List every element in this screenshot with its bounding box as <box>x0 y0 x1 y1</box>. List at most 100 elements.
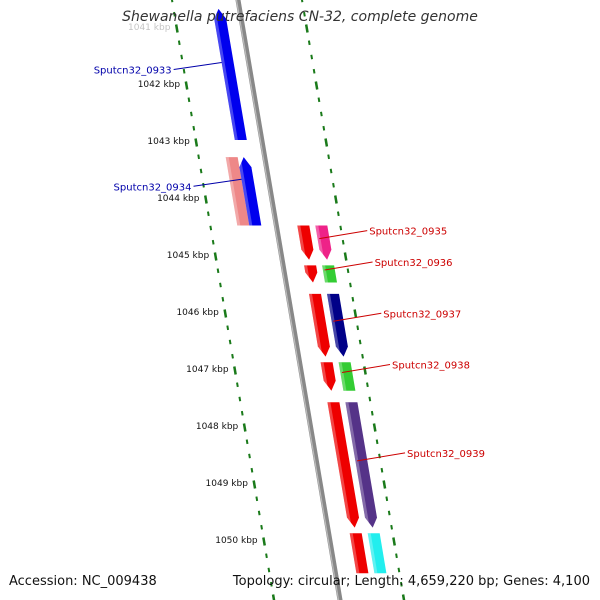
inner-tick-mark <box>174 24 179 33</box>
gene-label-text: Sputcn32_0936 <box>375 258 453 269</box>
inner-tick-mark <box>184 81 189 90</box>
scale-label-1048: 1048 kbp <box>196 422 239 432</box>
outer-tick-mark <box>361 353 364 359</box>
feature-13[interactable] <box>212 8 247 141</box>
outer-tick-mark <box>370 410 374 416</box>
feature-7[interactable] <box>320 362 336 391</box>
feature-shape <box>315 225 332 260</box>
outer-tick-mark <box>307 40 311 46</box>
gene-label-Sputcn32_0934[interactable]: Sputcn32_0934 <box>114 178 242 193</box>
feature-1[interactable] <box>297 225 314 260</box>
outer-tick-mark <box>380 467 384 473</box>
feature-highlight <box>225 157 241 226</box>
feature-3[interactable] <box>304 265 318 283</box>
feature-shape <box>309 293 330 357</box>
outer-tick-mark <box>392 537 396 546</box>
outer-tick-mark <box>312 68 316 74</box>
scale-label-1049: 1049 kbp <box>206 479 249 489</box>
gene-label-Sputcn32_0939[interactable]: Sputcn32_0939 <box>356 449 485 462</box>
inner-tick-mark <box>252 480 257 489</box>
scale-label-1042: 1042 kbp <box>138 80 181 90</box>
outer-tick-mark <box>317 97 321 103</box>
outer-tick-mark <box>382 480 387 489</box>
outer-tick-mark <box>353 309 358 318</box>
outer-tick-mark <box>300 0 304 3</box>
outer-tick-mark <box>320 111 323 117</box>
tick-rings <box>170 0 406 600</box>
outer-tick-mark <box>399 581 403 587</box>
outer-tick-mark <box>324 138 329 147</box>
gene-label-text: Sputcn32_0933 <box>94 65 172 76</box>
inner-tick-mark <box>240 410 244 416</box>
feature-highlight <box>297 225 307 260</box>
outer-tick-mark <box>368 396 372 402</box>
feature-14[interactable] <box>237 157 262 226</box>
label-leader-line <box>173 61 222 70</box>
outer-tick-mark <box>339 225 343 231</box>
label-leader-line <box>193 178 242 187</box>
inner-tick-mark <box>206 211 210 217</box>
inner-tick-mark <box>221 296 225 302</box>
inner-tick-mark <box>223 309 228 318</box>
gene-label-Sputcn32_0933[interactable]: Sputcn32_0933 <box>94 61 222 76</box>
inner-tick-mark <box>197 154 201 160</box>
scale-label-1050: 1050 kbp <box>215 536 258 546</box>
feature-shape <box>297 225 314 260</box>
outer-tick-mark <box>322 125 326 131</box>
outer-tick-mark <box>346 268 350 274</box>
feature-8[interactable] <box>338 362 356 391</box>
feature-10[interactable] <box>345 402 377 528</box>
inner-tick-mark <box>267 567 271 573</box>
scale-labels: 1041 kbp 1042 kbp 1043 kbp 1044 kbp 1045 kbp… <box>128 23 258 546</box>
outer-tick-mark <box>397 567 401 573</box>
outer-tick-mark <box>304 24 309 33</box>
inner-tick-mark <box>182 68 186 74</box>
inner-tick-mark <box>250 467 254 473</box>
feature-highlight <box>327 293 341 357</box>
inner-tick-mark <box>187 97 191 103</box>
outer-tick-mark <box>310 54 314 60</box>
feature-shape <box>225 157 250 226</box>
feature-highlight <box>320 362 329 391</box>
inner-tick-mark <box>265 553 268 559</box>
outer-tick-mark <box>358 339 362 345</box>
gene-label-Sputcn32_0937[interactable]: Sputcn32_0937 <box>333 309 461 322</box>
outer-tick-mark <box>366 382 369 388</box>
outer-tick-mark <box>356 325 360 331</box>
feature-shape <box>327 402 359 528</box>
feature-shape <box>214 8 247 141</box>
feature-9[interactable] <box>327 402 359 528</box>
inner-tick-mark <box>231 353 234 359</box>
backbone-highlight <box>235 0 340 600</box>
inner-tick-mark <box>226 325 230 331</box>
feature-highlight <box>327 402 352 528</box>
inner-tick-mark <box>170 0 174 3</box>
inner-tick-mark <box>216 268 220 274</box>
label-leader-line <box>333 312 382 322</box>
gene-label-Sputcn32_0936[interactable]: Sputcn32_0936 <box>324 258 453 271</box>
feature-shape <box>345 402 377 528</box>
feature-highlight <box>345 402 370 528</box>
gene-label-Sputcn32_0935[interactable]: Sputcn32_0935 <box>319 227 447 240</box>
feature-highlight <box>349 533 360 574</box>
feature-6[interactable] <box>327 293 348 357</box>
feature-0[interactable] <box>225 157 250 226</box>
gene-label-Sputcn32_0938[interactable]: Sputcn32_0938 <box>341 361 470 374</box>
feature-12[interactable] <box>367 533 387 574</box>
genome-summary-text: Topology: circular; Length: 4,659,220 bp… <box>232 574 590 589</box>
inner-tick-mark <box>269 581 273 587</box>
outer-tick-mark <box>372 423 377 432</box>
label-leader-line <box>341 364 391 374</box>
inner-tick-mark <box>260 524 263 530</box>
label-leader-line <box>356 452 406 462</box>
feature-11[interactable] <box>349 533 369 574</box>
feature-highlight <box>315 225 325 260</box>
inner-tick-mark <box>242 423 247 432</box>
inner-tick-mark <box>194 138 199 147</box>
gene-label-text: Sputcn32_0937 <box>383 309 461 320</box>
feature-2[interactable] <box>315 225 332 260</box>
inner-tick-mark <box>190 111 193 117</box>
scale-label-1045: 1045 kbp <box>167 251 210 261</box>
feature-5[interactable] <box>309 293 330 357</box>
backbone-group <box>235 0 343 600</box>
